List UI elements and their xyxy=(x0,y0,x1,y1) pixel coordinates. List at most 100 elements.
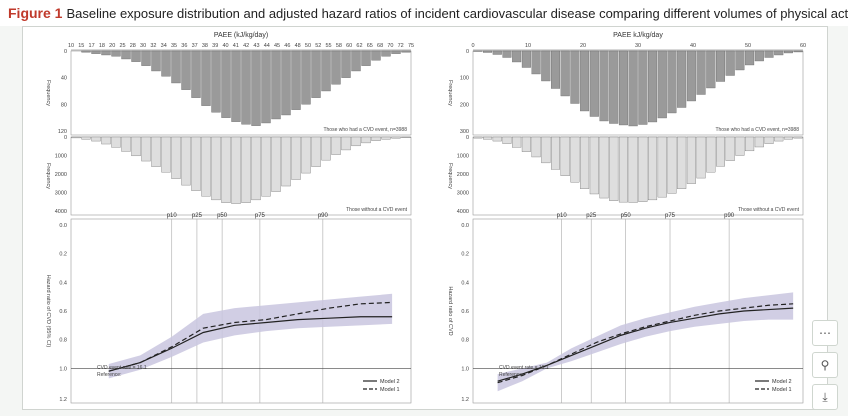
left-hist-bottom-bar xyxy=(311,136,321,167)
zoom-button[interactable]: ⚲ xyxy=(812,352,838,378)
left-x-tick: 45 xyxy=(274,43,280,49)
left-hist-bottom-legend: Those without a CVD event xyxy=(346,207,407,213)
left-hist-bottom-y-tick: 3000 xyxy=(55,191,67,197)
left-hist-top-bar xyxy=(191,50,201,98)
left-x-tick: 52 xyxy=(315,43,321,49)
right-hist-bottom-bar xyxy=(774,136,784,142)
left-hist-top-bar xyxy=(331,50,341,85)
left-hist-top-bar xyxy=(361,50,371,66)
right-hist-bottom-bar xyxy=(725,136,735,161)
left-hr-y-tick-extra: 1.2 xyxy=(59,397,67,403)
right-hist-top-bar xyxy=(512,50,522,63)
right-x-tick: 0 xyxy=(471,43,474,49)
left-x-tick: 46 xyxy=(284,43,290,49)
right-hist-top-bar xyxy=(541,50,551,82)
right-hist-bottom-bar xyxy=(715,136,726,167)
left-hist-top-bar xyxy=(181,50,191,90)
right-hist-top-bar xyxy=(696,50,706,95)
left-axis-title: PAEE (kJ/kg/day) xyxy=(214,32,268,39)
right-hist-top-bar xyxy=(531,50,541,75)
right-hist-top-bar xyxy=(677,50,687,108)
left-hist-bottom-y-tick: 0 xyxy=(64,135,67,141)
right-hist-bottom-bar xyxy=(550,136,561,170)
left-x-tick: 30 xyxy=(140,43,146,49)
right-hr-y-tick: 0.0 xyxy=(461,223,469,229)
left-percentile-label: p50 xyxy=(217,213,228,219)
figure-image[interactable]: PAEE (kJ/kg/day) 10 15 17 18 20 25 28 30 32 34 35 36… xyxy=(22,26,828,410)
right-x-tick: 10 xyxy=(525,43,531,49)
left-x-tick: 18 xyxy=(99,43,105,49)
left-x-tick: 28 xyxy=(130,43,136,49)
left-hist-bottom-ylabel: Frequency xyxy=(45,163,51,189)
left-hr-y-tick: 0.2 xyxy=(59,252,67,258)
right-hist-bottom-bar xyxy=(686,136,696,184)
left-hr-ylabel: Hazard ratio of CVD (95% CI) xyxy=(45,275,51,348)
more-options-button[interactable]: ⋯ xyxy=(812,320,838,346)
left-hr-frame xyxy=(70,218,412,404)
right-hist-bottom-bar xyxy=(764,136,774,144)
left-hist-top-bar xyxy=(311,50,321,98)
right-x-tick: 30 xyxy=(635,43,641,49)
left-x-tick: 37 xyxy=(192,43,198,49)
left-hist-bottom-bar xyxy=(331,136,341,155)
left-model2-line xyxy=(108,316,393,372)
right-ci-band xyxy=(497,292,794,392)
left-legend-model1: Model 1 xyxy=(380,387,400,393)
left-hist-bottom-bar xyxy=(221,136,231,203)
left-hist-bottom-bar xyxy=(201,136,211,197)
right-hist-bottom-bar xyxy=(502,136,512,144)
right-hist-top-bar xyxy=(483,50,493,53)
right-hist-top-bar xyxy=(686,50,696,102)
right-x-tick: 60 xyxy=(800,43,806,49)
right-hist-bottom-bar xyxy=(628,136,638,203)
right-hist-bottom-bar xyxy=(531,136,541,158)
left-hr-y-tick: 0.8 xyxy=(59,338,67,344)
right-model1-line xyxy=(497,303,794,384)
download-button[interactable]: ⤓ xyxy=(812,384,838,410)
right-reference-value: CVD event rate = 16.1 xyxy=(499,365,549,371)
left-percentile-label: p10 xyxy=(167,213,178,219)
left-reference-label: Reference: xyxy=(97,372,121,378)
left-x-tick: 60 xyxy=(346,43,352,49)
right-hist-bottom-bar xyxy=(657,136,667,198)
left-percentile-label: p90 xyxy=(318,213,329,219)
right-percentile-label: p25 xyxy=(586,213,597,219)
left-x-tick: 50 xyxy=(305,43,311,49)
right-hist-top-bar xyxy=(706,50,716,89)
left-hist-bottom-bar xyxy=(301,136,311,174)
left-hist-bottom-bar xyxy=(231,136,241,204)
left-x-tick: 42 xyxy=(243,43,249,49)
left-hist-top-y-tick: 40 xyxy=(61,76,67,82)
right-hist-top-bar xyxy=(570,50,580,104)
left-legend-model2: Model 2 xyxy=(380,379,400,385)
right-hist-top-bar xyxy=(618,50,628,126)
left-hist-bottom-bar xyxy=(71,136,81,139)
right-hist-top-bar xyxy=(521,50,531,68)
right-hr-ylabel: Hazard ratio of CVD xyxy=(447,286,453,335)
right-hist-bottom-bar xyxy=(570,136,580,183)
left-hist-bottom-bar xyxy=(131,136,141,157)
right-hist-bottom-bar xyxy=(589,136,599,195)
right-percentile-label: p90 xyxy=(724,213,735,219)
right-x-tick: 20 xyxy=(580,43,586,49)
left-hist-top-bar xyxy=(171,50,181,84)
left-x-tick: 34 xyxy=(161,43,167,49)
left-hr-y-tick: 0.4 xyxy=(59,280,67,286)
left-hist-bottom-bar xyxy=(101,136,111,145)
right-hist-bottom-bar xyxy=(793,136,803,139)
left-hist-bottom-bar xyxy=(211,136,221,201)
left-hist-top-bar xyxy=(371,50,381,61)
right-hist-bottom-bar xyxy=(473,136,483,139)
left-hist-top-frame xyxy=(70,50,412,136)
left-hist-bottom-bar xyxy=(141,136,151,162)
left-hr-y-tick: 1.0 xyxy=(59,366,67,372)
right-hist-top-bar xyxy=(550,50,561,89)
left-x-tick: 48 xyxy=(295,43,301,49)
right-percentile-label: p50 xyxy=(621,213,632,219)
right-hist-top-bar xyxy=(628,50,638,127)
left-hist-bottom-bar xyxy=(351,136,361,147)
left-x-tick: 70 xyxy=(387,43,393,49)
left-hist-bottom-bar xyxy=(121,136,131,152)
left-x-tick: 65 xyxy=(367,43,373,49)
